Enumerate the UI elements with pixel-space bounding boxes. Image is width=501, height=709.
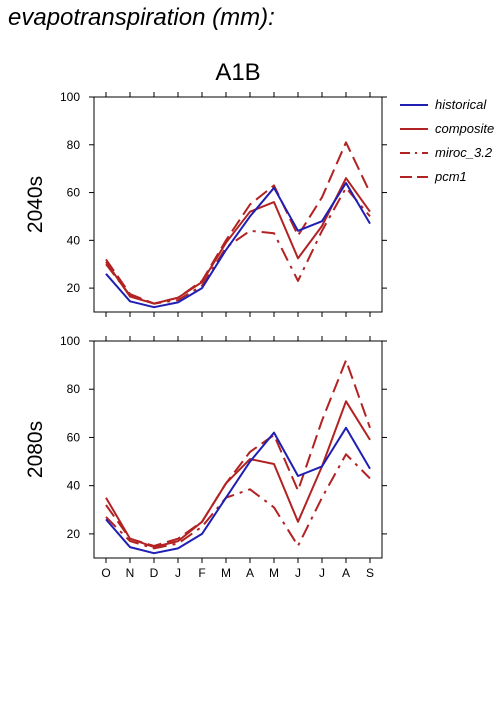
x-tick-label: M	[269, 566, 279, 580]
x-tick-label: M	[221, 566, 231, 580]
x-tick-label: J	[175, 566, 181, 580]
y-tick-label: 40	[67, 479, 81, 493]
y-tick-label: 60	[67, 430, 81, 444]
x-tick-label: N	[126, 566, 135, 580]
legend-item: historical	[400, 97, 487, 112]
y-tick-label: 100	[60, 90, 80, 104]
plot-frame	[93, 96, 383, 313]
x-tick-label: J	[295, 566, 301, 580]
legend-item: composite	[400, 121, 494, 136]
x-tick-label: O	[101, 566, 110, 580]
legend-label: miroc_3.2	[435, 145, 493, 160]
y-tick-label: 80	[67, 382, 81, 396]
panel-label: 2040s	[24, 176, 47, 233]
y-tick-label: 20	[67, 281, 81, 295]
series-line-pcm1	[105, 141, 371, 305]
series-line-composite	[105, 177, 371, 305]
plot-frame	[93, 340, 383, 559]
x-tick-label: F	[198, 566, 205, 580]
y-tick-label: 100	[60, 334, 80, 348]
series-line-historical	[105, 426, 371, 555]
page-title: evapotranspiration (mm):	[8, 4, 275, 31]
legend-item: miroc_3.2	[400, 145, 493, 160]
series-line-composite	[105, 400, 371, 549]
panel-label: 2080s	[24, 421, 47, 478]
legend-label: pcm1	[434, 169, 467, 184]
x-tick-label: J	[319, 566, 325, 580]
y-tick-label: 40	[67, 233, 81, 247]
panel-2040s: 20 40 60 80 100 2040s	[24, 90, 387, 317]
x-tick-label: D	[150, 566, 159, 580]
y-tick-label: 80	[67, 138, 81, 152]
series-line-historical	[105, 182, 371, 309]
legend-item: pcm1	[400, 169, 467, 184]
x-tick-label: S	[366, 566, 374, 580]
legend-label: historical	[435, 97, 487, 112]
legend-label: composite	[435, 121, 494, 136]
chart-title: A1B	[215, 59, 260, 86]
series-line-miroc-3-2	[105, 186, 371, 305]
panel-2080s: 20 40 60 80 100 O N D J F M A M J J A S 2080s	[24, 334, 387, 580]
y-tick-label: 60	[67, 186, 81, 200]
x-tick-label: A	[246, 566, 254, 580]
legend: historical composite miroc_3.2 pcm1	[400, 97, 494, 184]
y-tick-label: 20	[67, 527, 81, 541]
x-tick-label: A	[342, 566, 350, 580]
